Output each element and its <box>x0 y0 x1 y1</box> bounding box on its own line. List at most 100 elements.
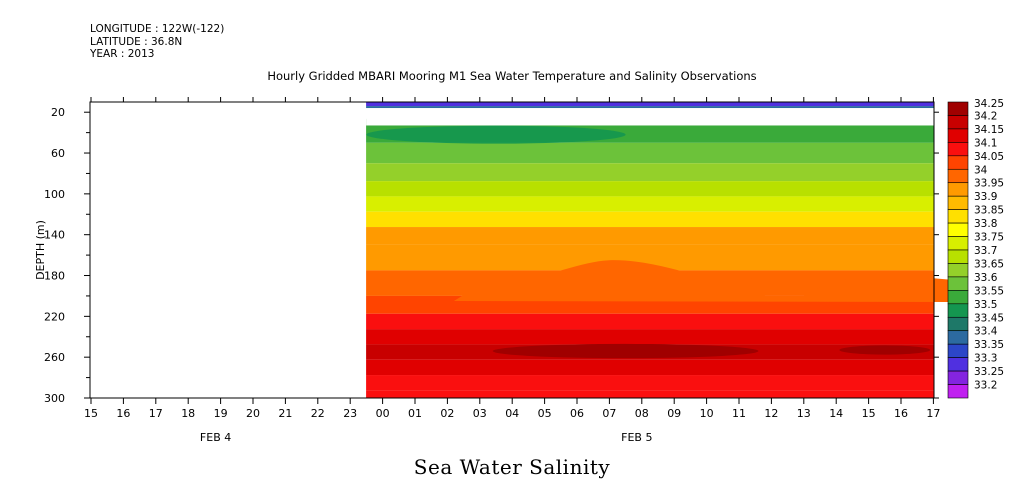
salinity-band <box>366 359 935 376</box>
colorbar-label: 34.25 <box>974 98 1004 110</box>
x-tick-label: 16 <box>116 407 130 420</box>
colorbar-label: 34.1 <box>974 137 997 149</box>
y-axis-label: DEPTH (m) <box>34 220 47 280</box>
x-tick-label: 15 <box>862 407 876 420</box>
x-tick-label: 03 <box>473 407 487 420</box>
colorbar-label: 34 <box>974 164 988 176</box>
salinity-band <box>366 142 935 164</box>
x-tick-label: 01 <box>408 407 422 420</box>
y-tick-label: 180 <box>44 270 65 283</box>
colorbar-swatch <box>947 343 969 358</box>
x-tick-label: 22 <box>311 407 325 420</box>
year-label: YEAR : 2013 <box>90 48 155 60</box>
y-tick-label: 300 <box>44 392 65 405</box>
colorbar-swatch <box>947 155 969 170</box>
colorbar-label: 33.9 <box>974 191 997 203</box>
longitude-label: LONGITUDE : 122W(-122) <box>90 23 225 35</box>
colorbar-swatch <box>947 290 969 305</box>
x-tick-label: 09 <box>667 407 681 420</box>
surface-band <box>366 102 935 107</box>
x-tick-label: 06 <box>570 407 584 420</box>
colorbar-label: 33.3 <box>974 353 997 365</box>
salinity-core <box>366 125 626 144</box>
salinity-band <box>366 390 935 398</box>
salinity-band <box>366 196 935 212</box>
x-tick-label: 00 <box>376 407 390 420</box>
colorbar-swatch <box>947 182 969 197</box>
colorbar-label: 33.7 <box>974 245 997 257</box>
salinity-lens <box>453 260 950 303</box>
colorbar-label: 33.55 <box>974 285 1004 297</box>
colorbar-swatch <box>947 222 969 237</box>
x-tick-label: 19 <box>214 407 228 420</box>
x-tick-label: 02 <box>440 407 454 420</box>
colorbar-label: 33.5 <box>974 299 997 311</box>
x-tick-label: 07 <box>602 407 616 420</box>
y-tick-label: 100 <box>44 188 65 201</box>
colorbar-label: 33.85 <box>974 205 1004 217</box>
colorbar-label: 34.15 <box>974 124 1004 136</box>
x-tick-label: 04 <box>505 407 519 420</box>
colorbar-label: 33.75 <box>974 232 1004 244</box>
x-day-label: FEB 4 <box>200 431 231 444</box>
colorbar-swatch <box>947 168 969 184</box>
x-tick-label: 14 <box>829 407 843 420</box>
x-tick-label: 17 <box>926 407 940 420</box>
colorbar-swatch <box>947 115 969 130</box>
colorbar-swatch <box>947 195 969 210</box>
salinity-band <box>366 329 935 345</box>
colorbar-swatch <box>947 370 969 385</box>
chart-title: Hourly Gridded MBARI Mooring M1 Sea Wate… <box>267 69 757 83</box>
colorbar-swatch <box>947 276 969 291</box>
variable-title: Sea Water Salinity <box>413 455 611 479</box>
x-tick-label: 12 <box>764 407 778 420</box>
colorbar-swatch <box>947 128 969 143</box>
colorbar-label: 33.2 <box>974 380 997 392</box>
x-tick-label: 21 <box>278 407 292 420</box>
y-tick-label: 60 <box>51 147 65 160</box>
colorbar-label: 33.45 <box>974 312 1004 324</box>
colorbar-swatch <box>947 316 969 332</box>
salinity-band <box>366 375 935 391</box>
colorbar-swatch <box>947 263 969 278</box>
metadata-block: LONGITUDE : 122W(-122) LATITUDE : 36.8N … <box>90 23 224 61</box>
colorbar-label: 33.35 <box>974 339 1004 351</box>
colorbar-label: 34.05 <box>974 151 1004 163</box>
gap-band <box>366 108 935 126</box>
x-tick-label: 23 <box>343 407 357 420</box>
x-tick-label: 18 <box>181 407 195 420</box>
x-day-label: FEB 5 <box>621 431 652 444</box>
salinity-band <box>366 227 935 245</box>
colorbar-swatch <box>947 330 969 345</box>
y-tick-label: 220 <box>44 310 65 323</box>
y-tick-label: 260 <box>44 351 65 364</box>
colorbar-label: 33.25 <box>974 366 1004 378</box>
colorbar-swatch <box>947 142 969 157</box>
y-tick-label: 20 <box>51 106 65 119</box>
x-tick-label: 16 <box>894 407 908 420</box>
colorbar-label: 33.8 <box>974 218 997 230</box>
salinity-band <box>366 211 935 228</box>
colorbar-swatch <box>947 303 969 318</box>
colorbar-swatch <box>947 101 969 116</box>
colorbar-label: 33.95 <box>974 178 1004 190</box>
surface-band <box>366 106 935 109</box>
x-tick-label: 08 <box>635 407 649 420</box>
colorbar-swatch <box>947 236 969 251</box>
colorbar-swatch <box>947 384 969 399</box>
salinity-band <box>366 163 935 182</box>
colorbar-label: 33.4 <box>974 326 998 338</box>
colorbar-swatch <box>947 249 969 264</box>
x-tick-label: 11 <box>732 407 746 420</box>
salinity-band <box>366 313 935 330</box>
x-tick-label: 15 <box>84 407 98 420</box>
colorbar-label: 34.2 <box>974 110 997 122</box>
latitude-label: LATITUDE : 36.8N <box>90 35 183 48</box>
y-tick-label: 140 <box>44 229 65 242</box>
colorbar-swatch <box>947 209 969 224</box>
x-tick-label: 05 <box>538 407 552 420</box>
salinity-core <box>839 345 931 355</box>
colorbar-label: 33.65 <box>974 258 1004 270</box>
salinity-core <box>492 343 759 359</box>
